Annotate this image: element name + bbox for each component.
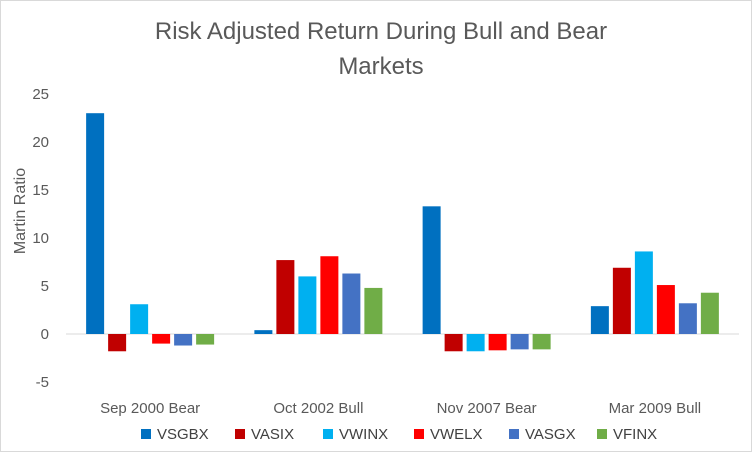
y-tick-label: 0 (41, 326, 49, 343)
x-category-label: Oct 2002 Bull (273, 400, 363, 417)
y-axis-ticks: 25 20 15 10 5 0 -5 (32, 86, 49, 391)
x-category-label: Mar 2009 Bull (609, 400, 702, 417)
y-tick-label: 5 (41, 278, 49, 295)
bar-vfinx-3 (700, 292, 719, 334)
legend-item-vfinx: VFINX (597, 426, 657, 443)
x-category-label: Sep 2000 Bear (100, 400, 200, 417)
legend-label: VWELX (430, 426, 483, 443)
chart-title-line-2: Markets (338, 53, 423, 80)
legend-swatch (597, 429, 607, 439)
bar-vfinx-1 (364, 287, 383, 334)
bar-vasgx-0 (174, 334, 193, 346)
x-category-label: Nov 2007 Bear (437, 400, 537, 417)
y-tick-label: 10 (32, 230, 49, 247)
bar-vasgx-2 (510, 334, 529, 350)
bar-vfinx-2 (532, 334, 551, 350)
y-tick-label: 20 (32, 134, 49, 151)
legend-item-vasgx: VASGX (509, 426, 576, 443)
y-tick-label: -5 (36, 374, 49, 391)
bar-vwinx-2 (466, 334, 485, 352)
bar-vwinx-0 (130, 304, 149, 334)
bar-vasix-1 (276, 260, 295, 334)
chart-title-line-1: Risk Adjusted Return During Bull and Bea… (155, 18, 607, 45)
bar-vwinx-1 (298, 276, 317, 334)
bar-vasix-0 (108, 334, 127, 352)
legend-label: VSGBX (157, 426, 209, 443)
legend: VSGBX VASIX VWINX VWELX VASGX VFINX (141, 426, 657, 443)
legend-item-vwelx: VWELX (414, 426, 483, 443)
legend-label: VWINX (339, 426, 388, 443)
legend-item-vasix: VASIX (235, 426, 294, 443)
bar-vwinx-3 (634, 251, 653, 334)
bar-vfinx-0 (196, 334, 215, 345)
legend-swatch (141, 429, 151, 439)
legend-label: VASIX (251, 426, 294, 443)
legend-swatch (235, 429, 245, 439)
y-tick-label: 25 (32, 86, 49, 103)
bar-vwelx-3 (656, 285, 675, 334)
bars-group (86, 113, 719, 352)
y-tick-label: 15 (32, 182, 49, 199)
x-axis-ticks: Sep 2000 Bear Oct 2002 Bull Nov 2007 Bear M… (100, 400, 701, 417)
bar-vasgx-1 (342, 273, 361, 334)
y-axis-title: Martin Ratio (12, 168, 29, 254)
legend-item-vsgbx: VSGBX (141, 426, 209, 443)
bar-vasix-2 (444, 334, 463, 352)
bar-vwelx-2 (488, 334, 507, 351)
bar-vasix-3 (612, 267, 631, 334)
legend-swatch (323, 429, 333, 439)
bar-vsgbx-1 (254, 330, 273, 334)
legend-swatch (509, 429, 519, 439)
bar-vsgbx-2 (422, 206, 441, 334)
bar-vwelx-0 (152, 334, 171, 344)
legend-item-vwinx: VWINX (323, 426, 388, 443)
legend-label: VFINX (613, 426, 657, 443)
legend-swatch (414, 429, 424, 439)
bar-vasgx-3 (678, 303, 697, 334)
bar-vsgbx-0 (86, 113, 105, 334)
legend-label: VASGX (525, 426, 576, 443)
bar-vsgbx-3 (590, 306, 609, 334)
bar-vwelx-1 (320, 256, 339, 334)
